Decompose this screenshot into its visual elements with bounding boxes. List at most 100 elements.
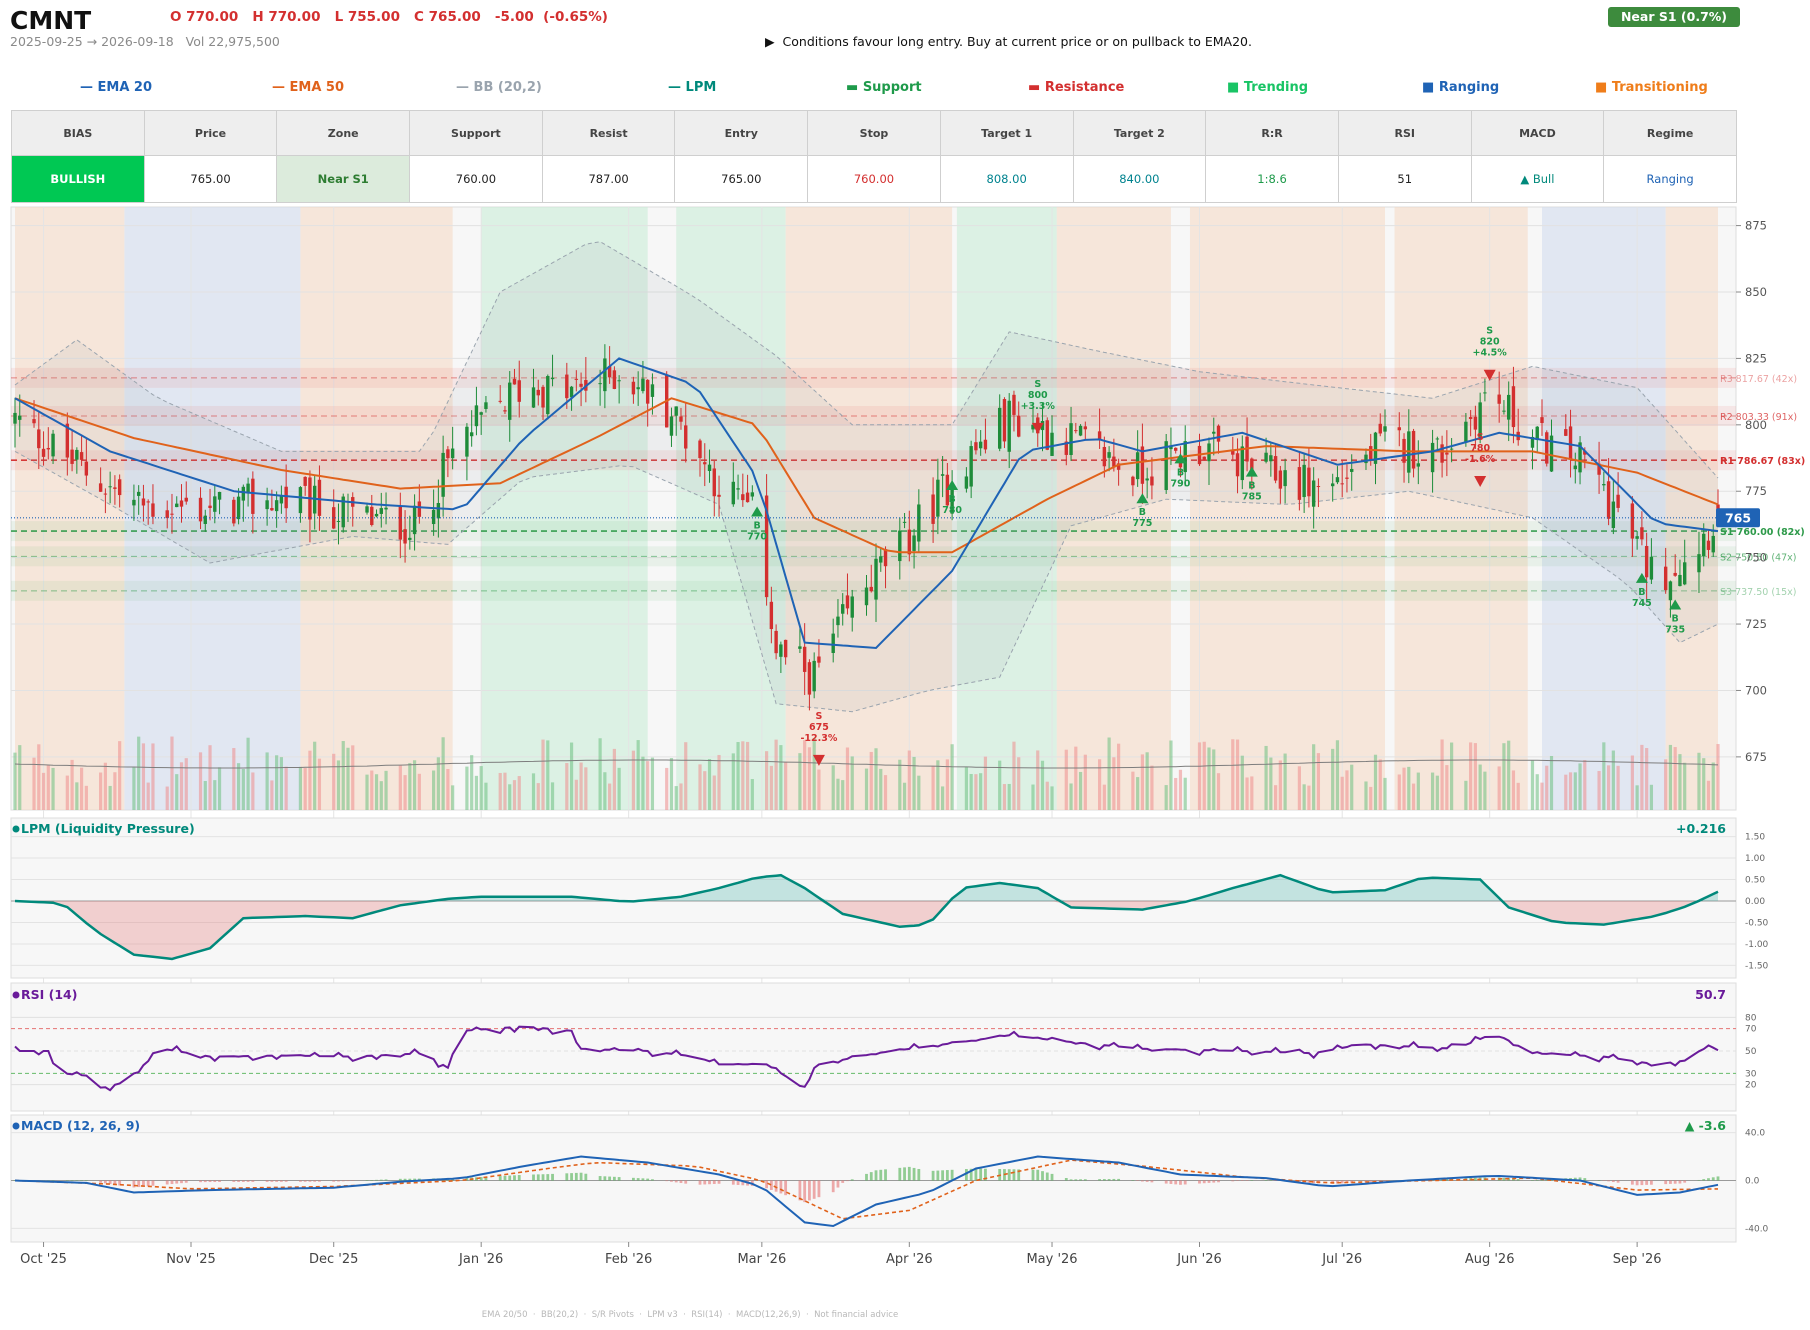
candle-body xyxy=(1702,533,1706,557)
volume-bar xyxy=(308,750,312,810)
macd-histogram-bar xyxy=(313,1180,317,1182)
summary-value-bias: BULLISH xyxy=(11,155,145,203)
candle-body xyxy=(398,505,403,540)
legend-label: Trending xyxy=(1243,80,1309,95)
volume-bar xyxy=(441,737,445,810)
macd-histogram-bar xyxy=(741,1180,745,1186)
candle-body xyxy=(1350,468,1354,472)
candle-body xyxy=(1416,463,1421,467)
candle-body xyxy=(1307,467,1311,497)
macd-histogram-bar xyxy=(1264,1180,1268,1181)
volume-bar xyxy=(1117,743,1121,810)
macd-axis: -40.0 0.0 40.0 xyxy=(1745,1129,1769,1235)
volume-bar xyxy=(1678,754,1682,810)
signal-price-label: 745 xyxy=(1632,598,1652,609)
volume-bar xyxy=(736,742,740,810)
macd-histogram-bar xyxy=(84,1180,88,1181)
candle-body xyxy=(674,406,678,416)
candle-body xyxy=(13,412,17,424)
price-tick-label: 775 xyxy=(1745,484,1767,498)
volume-bar xyxy=(465,766,469,810)
candle-body xyxy=(336,520,341,522)
macd-histogram-bar xyxy=(979,1168,983,1181)
summary-header-regime: Regime xyxy=(1603,110,1737,156)
volume-bar xyxy=(1516,782,1520,810)
macd-histogram-bar xyxy=(679,1180,683,1184)
macd-histogram-bar xyxy=(413,1178,416,1181)
macd-histogram-bar xyxy=(931,1170,935,1181)
bollinger-lower-line xyxy=(14,450,1719,713)
volume-bar xyxy=(408,763,412,810)
volume-bar xyxy=(1445,765,1449,810)
volume-bar xyxy=(712,775,716,810)
price-tick-label: 800 xyxy=(1745,418,1767,432)
macd-histogram-bar xyxy=(142,1180,145,1187)
summary-header-resist: Resist xyxy=(541,110,676,156)
macd-histogram-bar xyxy=(1440,1178,1444,1181)
zone-badge: Near S1 (0.7%) xyxy=(1608,7,1740,27)
legend-marker: ■ xyxy=(1422,80,1439,95)
volume-bar xyxy=(1112,757,1116,810)
volume-bar xyxy=(584,767,588,810)
buy-signal-marker xyxy=(1174,453,1187,464)
ema-50-line xyxy=(14,397,1719,554)
volume-bar xyxy=(1469,742,1473,810)
volume-bar xyxy=(631,750,636,810)
macd-histogram-bar xyxy=(774,1180,778,1192)
macd-histogram-bar xyxy=(1669,1180,1672,1184)
candle-body xyxy=(1578,442,1582,473)
legend-marker: ■ xyxy=(1227,80,1244,95)
volume-bar xyxy=(1702,758,1706,810)
volume-bar xyxy=(541,739,545,810)
candle-body xyxy=(831,633,835,653)
summary-header-row: BIAS Price Zone Support Resist Entry Stop Targe… xyxy=(11,110,1737,156)
macd-histogram-bar xyxy=(617,1177,621,1181)
volume-bar xyxy=(1464,780,1468,810)
volume-bar xyxy=(99,772,103,810)
macd-histogram-bar xyxy=(184,1180,188,1183)
candle-body xyxy=(1445,452,1449,455)
summary-value-support: 760.00 xyxy=(409,155,543,203)
volume-bar xyxy=(731,753,735,810)
macd-histogram-bar xyxy=(75,1180,79,1181)
candle-body xyxy=(964,476,969,489)
macd-histogram-bar xyxy=(1207,1180,1211,1183)
volume-bar xyxy=(779,745,783,810)
candle-body xyxy=(384,507,388,510)
price-tick-label: 825 xyxy=(1745,351,1767,365)
candle-body xyxy=(41,448,46,457)
candle-body xyxy=(641,378,645,392)
macd-histogram-bar xyxy=(1017,1169,1021,1181)
candle-body xyxy=(974,442,978,451)
candle-body xyxy=(841,604,845,614)
candle-body xyxy=(1468,417,1473,419)
volume-bar xyxy=(279,757,283,810)
summary-value-row: BULLISH 765.00 Near S1 760.00 787.00 765.00 76… xyxy=(11,155,1737,203)
candle-body xyxy=(1340,483,1344,485)
macd-histogram-bar xyxy=(765,1180,769,1189)
candle-body xyxy=(1549,435,1554,472)
summary-value-target-1: 808.00 xyxy=(939,155,1074,203)
macd-histogram-bar xyxy=(370,1180,374,1181)
candle-body xyxy=(1502,410,1506,412)
macd-histogram-bar xyxy=(579,1172,583,1181)
volume-bar xyxy=(251,772,255,810)
volume-bar xyxy=(1597,770,1601,810)
macd-histogram-bar xyxy=(1045,1172,1049,1181)
signal-type-label: B xyxy=(1672,613,1679,624)
candle-body xyxy=(750,492,755,497)
candle-body xyxy=(636,387,640,390)
volume-bar xyxy=(898,759,902,810)
volume-bar xyxy=(1297,766,1301,810)
macd-panel-background xyxy=(10,1114,1737,1243)
candle-body xyxy=(879,556,883,563)
macd-histogram-bar xyxy=(1473,1177,1477,1181)
macd-histogram-bar xyxy=(651,1179,654,1181)
candle-body xyxy=(902,521,907,523)
candle-body xyxy=(1335,477,1340,483)
legend-marker: — xyxy=(456,80,474,95)
volume-bar xyxy=(1064,749,1068,810)
macd-histogram-bar xyxy=(1635,1180,1639,1186)
candle-body xyxy=(1530,436,1535,448)
volume-bar xyxy=(84,785,88,810)
